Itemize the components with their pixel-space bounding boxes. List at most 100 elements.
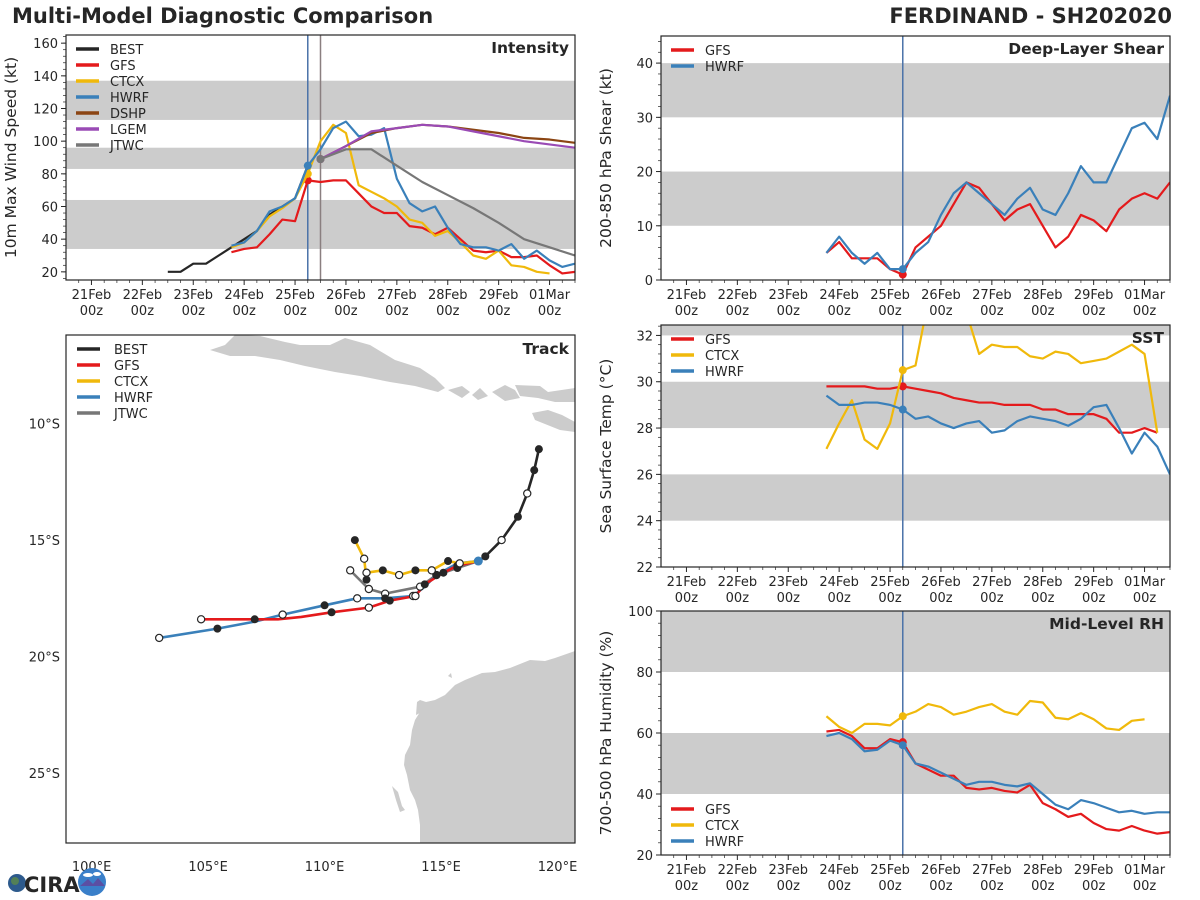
y-axis-label: Sea Surface Temp (°C) — [597, 359, 615, 534]
x-tick-label: 00z — [1031, 879, 1055, 894]
legend-label-hwrf: HWRF — [110, 91, 149, 106]
track-point-filled — [534, 445, 543, 454]
x-tick-label: 00z — [929, 304, 953, 319]
panel-title: Deep-Layer Shear — [1008, 40, 1164, 58]
legend-label-jtwc: JTWC — [109, 139, 144, 154]
marker-hwrf — [303, 161, 312, 170]
y-axis-label: 200-850 hPa Shear (kt) — [597, 68, 615, 248]
series-hwrf — [231, 120, 575, 269]
x-tick-label: 26Feb — [921, 575, 961, 590]
y-tick-label: 24 — [636, 515, 653, 530]
y-tick-label: 28 — [636, 422, 653, 437]
x-tick-label: 00z — [1133, 879, 1157, 894]
panel-sst: 22242628303221Feb00z22Feb00z23Feb00z24Fe… — [597, 324, 1171, 606]
x-tick-label: 00z — [1031, 591, 1055, 606]
x-tick-label: 00z — [726, 879, 750, 894]
track-point-open — [427, 566, 436, 575]
track-point-open — [523, 489, 532, 498]
x-tick-label: 29Feb — [1074, 863, 1114, 878]
marker-jtwc — [316, 155, 325, 164]
x-tick-label: 00z — [131, 304, 155, 319]
land-shark-bay — [392, 786, 405, 812]
lat-tick-label: 20°S — [29, 651, 60, 666]
panel-track: 100°E 105°E 110°E 115°E 120°E 10°S 15°S 20°S 25°… — [29, 334, 577, 875]
legend-label-best: BEST — [110, 43, 143, 58]
x-tick-label: 00z — [878, 304, 902, 319]
panel-rh: 2040608010021Feb00z22Feb00z23Feb00z24Feb… — [597, 605, 1171, 894]
x-tick-label: 22Feb — [718, 863, 758, 878]
legend-label-lgem: LGEM — [110, 123, 147, 138]
x-tick-label: 00z — [726, 591, 750, 606]
plot-area — [66, 35, 575, 280]
x-tick-label: 00z — [675, 879, 699, 894]
track-gfs — [201, 559, 479, 621]
x-tick-label: 00z — [538, 304, 562, 319]
y-tick-label: 60 — [41, 201, 58, 216]
x-tick-label: 21Feb — [667, 575, 707, 590]
x-tick-label: 22Feb — [718, 575, 758, 590]
land-peninsula — [416, 700, 420, 715]
series-lgem — [319, 123, 575, 161]
panel-title: Intensity — [491, 39, 569, 57]
track-point-open — [411, 591, 420, 601]
x-tick-label: 00z — [1082, 879, 1106, 894]
x-tick-label: 00z — [777, 879, 801, 894]
x-tick-label: 00z — [827, 879, 851, 894]
map-area — [154, 335, 575, 843]
x-tick-label: 00z — [980, 591, 1004, 606]
land-lesser-sunda — [448, 385, 575, 402]
x-tick-label: 00z — [1133, 591, 1157, 606]
legend-label-hwrf: HWRF — [705, 60, 744, 75]
land-islet — [448, 673, 452, 678]
track-point-open — [497, 535, 506, 545]
track-point-open — [352, 594, 362, 603]
x-tick-label: 25Feb — [870, 575, 910, 590]
plot-area — [661, 325, 1170, 567]
track-point-open — [196, 615, 206, 624]
series-hwrf — [826, 731, 1170, 815]
lat-tick-label: 10°S — [29, 418, 60, 433]
x-tick-label: 00z — [878, 591, 902, 606]
x-tick-label: 00z — [232, 304, 256, 319]
x-tick-label: 00z — [283, 304, 307, 319]
track-point-open — [364, 584, 374, 594]
x-tick-label: 28Feb — [1023, 863, 1063, 878]
series-gfs — [231, 179, 575, 275]
marker-ctcx — [898, 366, 907, 375]
legend-label-best: BEST — [114, 343, 147, 358]
y-tick-label: 0 — [645, 274, 653, 289]
y-tick-label: 100 — [628, 605, 653, 620]
legend-label-ctcx: CTCX — [705, 349, 739, 364]
legend-label-dshp: DSHP — [110, 107, 146, 122]
series-jtwc — [320, 148, 575, 257]
x-tick-label: 00z — [878, 879, 902, 894]
x-tick-label: 00z — [929, 591, 953, 606]
x-tick-label: 00z — [980, 879, 1004, 894]
y-tick-label: 80 — [41, 168, 58, 183]
x-tick-label: 23Feb — [768, 288, 808, 303]
x-tick-label: 00z — [182, 304, 206, 319]
x-tick-label: 01Mar — [1124, 288, 1166, 303]
track-point-filled — [420, 580, 429, 589]
legend-label-hwrf: HWRF — [705, 835, 744, 850]
x-tick-label: 01Mar — [529, 288, 571, 303]
shaded-band — [661, 171, 1170, 226]
x-tick-label: 21Feb — [72, 288, 112, 303]
legend-label-hwrf: HWRF — [114, 391, 153, 406]
track-point-open — [455, 559, 464, 568]
legend-label-jtwc: JTWC — [113, 407, 148, 422]
legend-label-gfs: GFS — [114, 359, 140, 374]
x-tick-label: 24Feb — [819, 575, 859, 590]
x-tick-label: 26Feb — [921, 288, 961, 303]
lat-tick-label: 15°S — [29, 534, 60, 549]
track-point-filled — [378, 566, 387, 575]
x-tick-label: 24Feb — [819, 288, 859, 303]
y-tick-label: 160 — [33, 37, 58, 52]
x-tick-label: 27Feb — [972, 575, 1012, 590]
shaded-band — [661, 474, 1170, 521]
x-tick-label: 27Feb — [972, 288, 1012, 303]
x-tick-label: 01Mar — [1124, 575, 1166, 590]
track-point-filled — [385, 596, 394, 605]
